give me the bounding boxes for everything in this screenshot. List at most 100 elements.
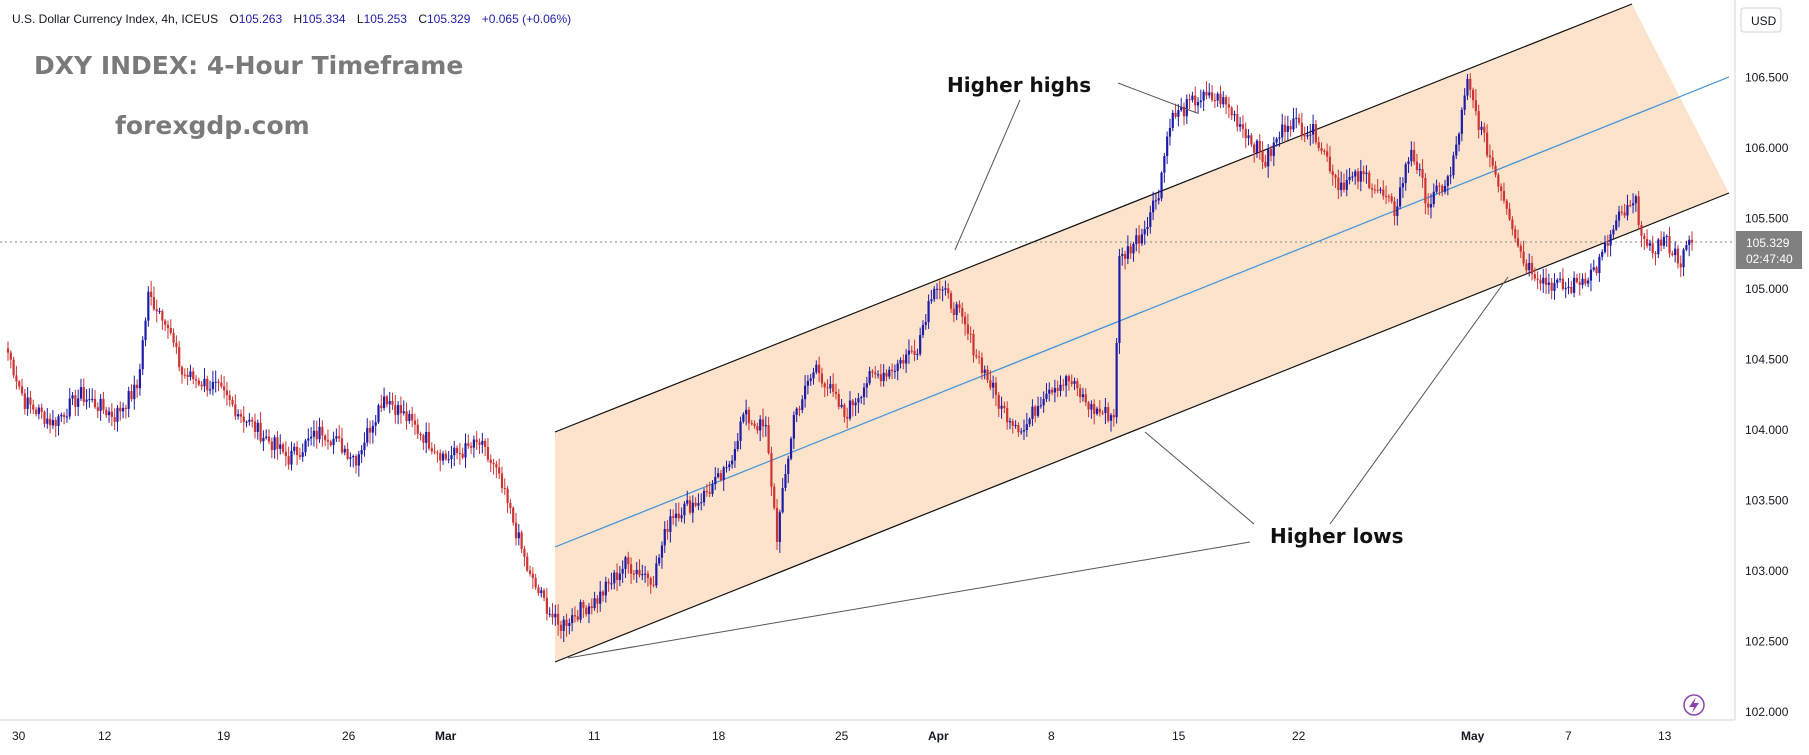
candle-body [1115,343,1118,418]
candle-body [23,393,26,409]
candle-body [54,420,57,426]
candle-body [599,591,602,604]
candle-body [1421,169,1424,178]
candle-body [430,448,433,452]
candle-body [26,397,29,409]
candle-body [416,424,419,434]
candle-body [29,397,32,405]
candle-body [1592,267,1595,270]
candle-body [585,607,588,615]
candle-body [478,442,481,445]
candle-body [1601,251,1604,257]
candle-body [1488,155,1492,158]
price-tag-countdown: 02:47:40 [1746,252,1793,266]
candle-body [851,400,854,406]
candle-body [820,373,824,384]
candle-body [1036,406,1040,416]
candle-body [1143,229,1146,235]
candle-body [1171,112,1174,128]
candle-body [1396,206,1399,217]
candle-body [607,581,610,584]
candle-body [798,408,801,410]
candle-body [1196,102,1200,106]
candle-body [307,438,310,441]
candle-body [865,383,868,388]
candle-body [843,404,846,417]
candle-body [655,563,658,586]
candle-body [719,473,722,480]
candle-body [96,407,99,411]
candle-body [531,573,534,578]
candle-body [958,304,961,308]
candle-body [1093,404,1096,414]
candle-body [1690,239,1694,243]
price-axis[interactable] [1735,0,1809,755]
candle-body [593,598,596,609]
candle-body [666,528,669,532]
open-label: O [229,12,238,26]
candle-body [1668,236,1671,254]
channel-lower-line[interactable] [554,192,1730,663]
candle-body [1410,149,1413,162]
candle-body [253,421,257,432]
candle-body [206,378,209,391]
candle-body [537,587,540,594]
lightning-bolt-icon[interactable] [1683,694,1705,716]
candle-body [716,473,720,478]
candle-body [714,477,717,485]
candle-body [1140,234,1143,244]
candle-body [51,420,55,426]
candle-body [1575,277,1579,283]
candle-body [1452,155,1455,176]
candle-body [1354,171,1357,177]
price-channel[interactable] [555,4,1729,662]
candle-body [1615,220,1618,230]
candle-body [837,393,840,407]
candle-body [1441,185,1444,192]
candle-body [18,381,21,387]
candle-body [924,322,927,325]
candle-body [453,447,456,456]
currency-label: USD [1751,14,1777,28]
candle-body [1528,262,1531,271]
candle-body [1208,92,1211,96]
candle-body [110,411,113,418]
candle-body [871,371,874,373]
candle-body [119,407,122,412]
candle-body [658,557,661,564]
candle-body [180,367,184,375]
candle-body [1443,185,1447,192]
candle-body [419,433,422,436]
candle-body [947,288,950,294]
candle-body [346,448,349,459]
candle-body [1407,161,1410,165]
candle-body [32,404,35,410]
candle-body [371,425,374,433]
candle-body [116,407,119,422]
candle-body [405,411,408,421]
candle-body [1079,388,1082,398]
candle-body [1017,425,1020,433]
candle-body [1275,138,1278,143]
candle-body [85,399,88,402]
candle-body [150,291,153,297]
candle-body [1121,254,1124,257]
candle-body [663,528,666,546]
time-axis[interactable] [0,720,1735,755]
channel-upper-line[interactable] [554,3,1633,433]
candle-body [1539,279,1542,284]
candle-body [1643,235,1646,240]
candle-body [411,413,414,421]
currency-box[interactable] [1740,7,1782,33]
candle-body [722,467,725,480]
candle-body [548,613,551,615]
candle-body [208,389,212,391]
candle-body [312,430,316,437]
candle-body [728,464,731,468]
candle-body [1337,177,1340,191]
candle-body [399,405,403,414]
candle-body [301,452,304,457]
candle-body [503,487,506,489]
candle-body [290,450,293,465]
channel-midline[interactable] [554,76,1730,548]
